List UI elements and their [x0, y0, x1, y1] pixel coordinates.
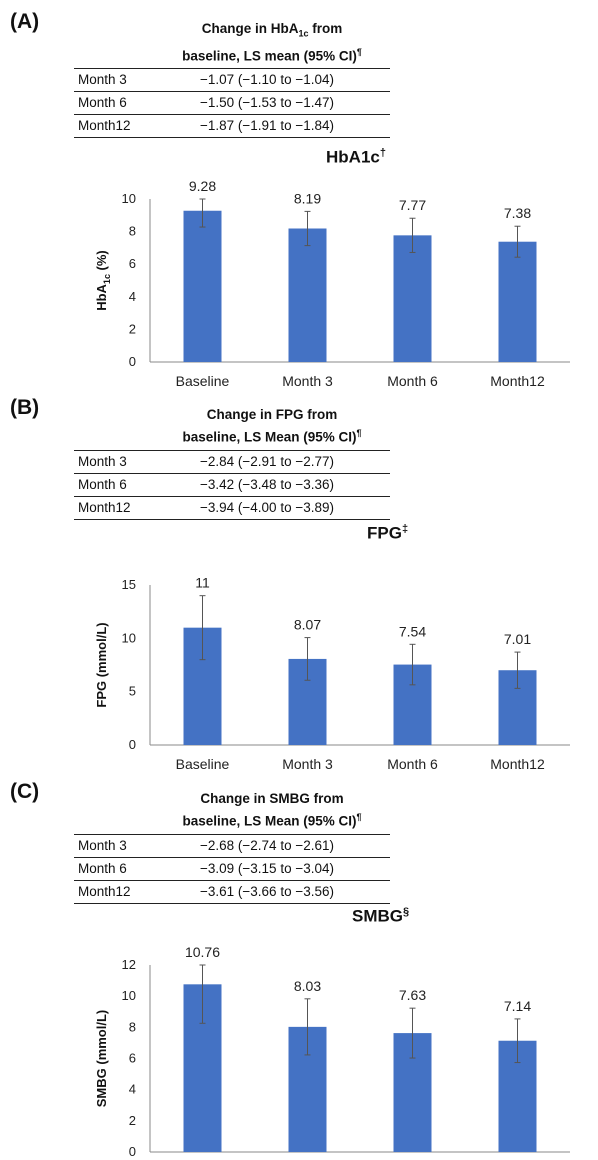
data-label: 11 — [195, 575, 210, 591]
y-tick-label: 0 — [129, 737, 136, 752]
data-label: 10.76 — [185, 944, 220, 960]
y-tick-label: 12 — [122, 957, 136, 972]
chart-title: SMBG§ — [352, 906, 410, 926]
table-row: Month 6 −3.42 (−3.48 to −3.36) — [74, 474, 390, 497]
change-table: Change in HbA1c from baseline, LS mean (… — [74, 20, 390, 139]
data-label: 9.28 — [189, 178, 216, 194]
x-tick-label: Month 3 — [282, 373, 333, 389]
x-tick-label: Month12 — [490, 373, 545, 389]
bar — [183, 210, 222, 362]
y-tick-label: 0 — [129, 1144, 136, 1159]
table-header: Change in HbA1c from baseline, LS mean (… — [74, 20, 390, 70]
change-table: Change in SMBG from baseline, LS Mean (9… — [74, 790, 390, 904]
y-axis-title: HbA1c (%) — [94, 250, 112, 311]
bar — [393, 235, 432, 362]
y-axis-title: FPG (mmol/L) — [94, 622, 109, 707]
change-table: Change in FPG from baseline, LS Mean (95… — [74, 406, 390, 520]
y-tick-label: 6 — [129, 1051, 136, 1066]
table-row: Month 3 −1.07 (−1.10 to −1.04) — [74, 69, 390, 93]
table-row: Month12 −1.87 (−1.91 to −1.84) — [74, 115, 390, 139]
table-row: Month12 −3.94 (−4.00 to −3.89) — [74, 497, 390, 520]
x-tick-label: Month 3 — [282, 756, 333, 772]
x-tick-label: Month 6 — [387, 373, 438, 389]
y-tick-label: 6 — [129, 256, 136, 271]
y-tick-label: 10 — [122, 191, 136, 206]
fpg-bar-chart: 0 5 10 15 FPG (mmol/L) 11 Baseline 8.07 Month 3 7… — [94, 575, 570, 772]
panel-label: (B) — [10, 396, 40, 419]
data-label: 7.77 — [399, 197, 426, 213]
data-label: 7.01 — [504, 631, 531, 647]
y-axis-title: SMBG (mmol/L) — [94, 1010, 109, 1108]
table-row: Month12 −3.61 (−3.66 to −3.56) — [74, 881, 390, 904]
panel-label: (C) — [10, 780, 40, 803]
y-tick-label: 2 — [129, 1113, 136, 1128]
y-tick-label: 4 — [129, 1082, 136, 1097]
bar — [498, 241, 537, 362]
hba1c-bar-chart: 0 2 4 6 8 10 HbA1c (%) 9.28 Baseline 8.19 Month 3 7… — [94, 178, 570, 389]
data-label: 7.54 — [399, 623, 426, 639]
y-tick-label: 10 — [122, 988, 136, 1003]
y-tick-label: 0 — [129, 354, 136, 369]
table-row: Month 6 −3.09 (−3.15 to −3.04) — [74, 858, 390, 881]
data-label: 7.14 — [504, 998, 531, 1014]
data-label: 8.03 — [294, 978, 321, 994]
y-tick-label: 15 — [122, 577, 136, 592]
table-row: Month 6 −1.50 (−1.53 to −1.47) — [74, 92, 390, 116]
panel-label: (A) — [10, 10, 40, 33]
x-tick-label: Month12 — [490, 756, 545, 772]
bar — [288, 228, 327, 362]
table-row: Month 3 −2.84 (−2.91 to −2.77) — [74, 451, 390, 474]
y-tick-label: 2 — [129, 321, 136, 336]
table-header: Change in SMBG from baseline, LS Mean (9… — [74, 790, 390, 835]
table-row: Month 3 −2.68 (−2.74 to −2.61) — [74, 835, 390, 858]
chart-title: HbA1c† — [326, 147, 386, 167]
x-tick-label: Month 6 — [387, 756, 438, 772]
y-tick-label: 5 — [129, 684, 136, 699]
data-label: 7.38 — [504, 205, 531, 221]
y-tick-label: 8 — [129, 224, 136, 239]
chart-title: FPG‡ — [367, 523, 409, 543]
data-label: 7.63 — [399, 987, 426, 1003]
y-tick-label: 8 — [129, 1019, 136, 1034]
y-tick-label: 10 — [122, 630, 136, 645]
data-label: 8.07 — [294, 617, 321, 633]
data-label: 8.19 — [294, 190, 321, 206]
table-header: Change in FPG from baseline, LS Mean (95… — [74, 406, 390, 451]
y-tick-label: 4 — [129, 289, 136, 304]
x-tick-label: Baseline — [176, 756, 230, 772]
x-tick-label: Baseline — [176, 373, 230, 389]
